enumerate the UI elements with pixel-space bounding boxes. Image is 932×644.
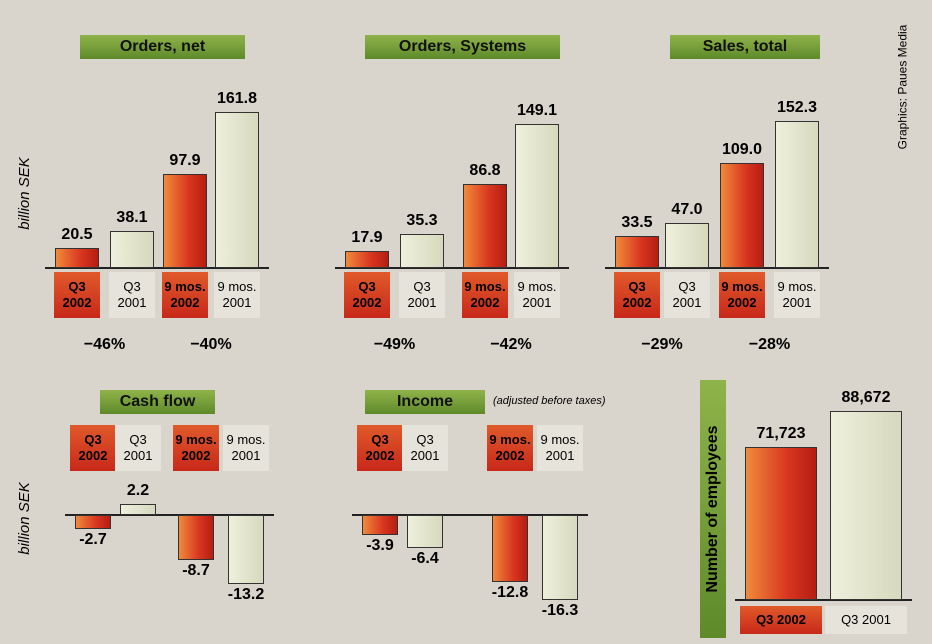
value-label: 86.8: [469, 162, 501, 180]
bar: [407, 515, 443, 549]
category-label: Q3 2002: [614, 272, 660, 318]
category-label: 9 mos. 2001: [514, 272, 560, 318]
baseline: [335, 267, 569, 269]
chart-title: Cash flow: [100, 390, 215, 414]
change-label: −29%: [641, 336, 683, 353]
chart-title-text: Number of employees: [704, 425, 721, 593]
value-label: 109.0: [721, 140, 763, 158]
category-label: 9 mos. 2001: [223, 425, 269, 471]
category-label: Q3 2002: [357, 425, 403, 471]
value-label: -12.8: [491, 583, 529, 601]
bar: [75, 515, 111, 530]
category-label: Q3 2001: [825, 606, 907, 634]
y-axis-label: billion SEK: [15, 157, 33, 230]
y-axis-label: billion SEK: [15, 482, 33, 555]
bar: [615, 235, 659, 268]
baseline: [735, 599, 912, 601]
baseline: [45, 267, 269, 269]
bar: [775, 121, 819, 268]
value-label: -8.7: [182, 562, 210, 580]
category-label: 9 mos. 2002: [719, 272, 765, 318]
category-label: Q3 2001: [109, 272, 155, 318]
change-label: −28%: [748, 336, 791, 353]
bar: [362, 515, 398, 536]
change-label: −46%: [83, 336, 126, 353]
category-label: Q3 2002: [54, 272, 100, 318]
bar: [215, 111, 259, 268]
value-label: -16.3: [541, 601, 579, 619]
value-label: 152.3: [776, 99, 818, 117]
chart-title: [700, 380, 726, 638]
bar: [515, 124, 559, 268]
baseline: [352, 514, 588, 516]
bar: [345, 250, 389, 268]
chart-title: Sales, total: [670, 35, 820, 59]
category-label: Q3 2002: [344, 272, 390, 318]
change-label: −49%: [373, 336, 416, 353]
category-label: Q3 2001: [115, 425, 161, 471]
value-label: 38.1: [116, 209, 148, 227]
value-label: 2.2: [126, 481, 150, 499]
baseline: [605, 267, 829, 269]
value-label: -3.9: [366, 537, 394, 555]
bar: [120, 503, 156, 515]
bar: [400, 233, 444, 268]
bar: [55, 248, 99, 268]
category-label: Q3 2001: [664, 272, 710, 318]
value-label: 33.5: [621, 213, 653, 231]
change-label: −40%: [190, 336, 232, 353]
category-label: Q3 2002: [740, 606, 822, 634]
category-label: 9 mos. 2002: [173, 425, 219, 471]
category-label: 9 mos. 2002: [487, 425, 533, 471]
value-label: 17.9: [351, 228, 383, 246]
bar: [110, 231, 154, 268]
value-label: -2.7: [79, 531, 107, 549]
bar: [665, 222, 709, 268]
bar: [720, 162, 764, 268]
value-label: 161.8: [216, 89, 258, 107]
bar: [492, 515, 528, 582]
category-label: Q3 2001: [402, 425, 448, 471]
value-label: 88,672: [841, 389, 891, 407]
change-label: −42%: [490, 336, 532, 353]
category-label: 9 mos. 2001: [537, 425, 583, 471]
chart-title: Orders, Systems: [365, 35, 560, 59]
bar: [830, 411, 902, 600]
chart-subtitle: (adjusted before taxes): [493, 395, 606, 407]
value-label: -13.2: [227, 585, 265, 603]
bar: [178, 515, 214, 561]
baseline: [65, 514, 274, 516]
bar: [463, 184, 507, 268]
bar: [228, 515, 264, 584]
category-label: 9 mos. 2001: [774, 272, 820, 318]
value-label: 20.5: [61, 226, 93, 244]
value-label: 149.1: [516, 102, 558, 120]
category-label: Q3 2002: [70, 425, 116, 471]
bar: [163, 173, 207, 268]
value-label: 35.3: [406, 211, 438, 229]
category-label: 9 mos. 2002: [162, 272, 208, 318]
bar: [745, 447, 817, 600]
value-label: 71,723: [756, 425, 806, 443]
value-label: -6.4: [411, 550, 439, 568]
chart-title: Orders, net: [80, 35, 245, 59]
chart-title: Income: [365, 390, 485, 414]
category-label: 9 mos. 2002: [462, 272, 508, 318]
credit: Graphics: Paues Media: [895, 24, 910, 150]
category-label: 9 mos. 2001: [214, 272, 260, 318]
value-label: 97.9: [169, 151, 201, 169]
category-label: Q3 2001: [399, 272, 445, 318]
value-label: 47.0: [671, 200, 703, 218]
bar: [542, 515, 578, 600]
